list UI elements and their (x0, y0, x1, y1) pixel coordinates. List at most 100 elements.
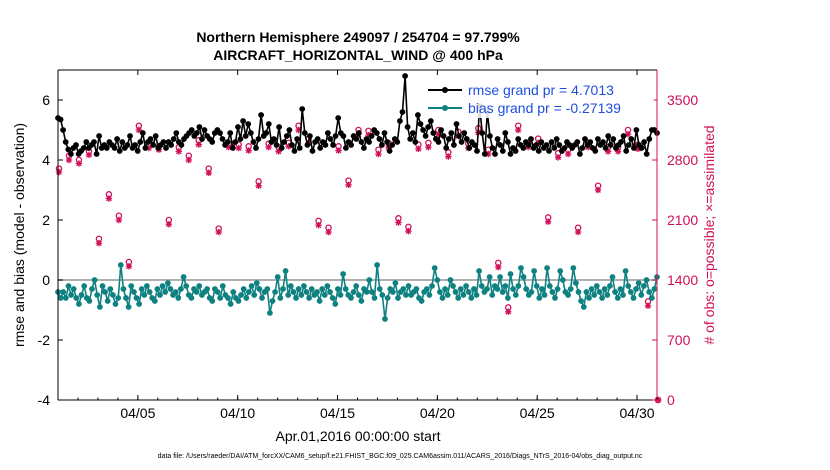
legend-box (424, 80, 654, 118)
bias-point (620, 292, 626, 298)
rmse-point (409, 130, 416, 136)
bias-point (429, 283, 435, 289)
bias-point (460, 292, 467, 298)
rmse-point (366, 139, 373, 145)
rmse-point (232, 139, 239, 145)
bias-point (267, 310, 273, 316)
bias-point (141, 292, 148, 298)
rmse-point (435, 139, 442, 145)
obs-assimilated-marker (644, 302, 652, 309)
bias-point (204, 286, 211, 292)
rmse-point (397, 118, 403, 124)
rmse-point (577, 151, 583, 157)
bias-point (559, 277, 566, 283)
bias-point (389, 289, 396, 295)
rmse-point (451, 142, 457, 148)
y-tick-label-left: 4 (42, 152, 50, 168)
bias-point (465, 289, 472, 295)
rmse-point (471, 142, 478, 148)
rmse-point (641, 139, 647, 145)
bias-point (329, 295, 336, 301)
bias-point (277, 295, 284, 301)
bias-point (573, 280, 579, 286)
bias-point (68, 292, 74, 298)
bias-point (484, 286, 490, 292)
legend-label-bias: bias grand pr = -0.27139 (468, 100, 621, 116)
obs-assimilated-marker (105, 195, 113, 202)
x-tick-label: 04/15 (320, 405, 355, 421)
obs-assimilated-marker (515, 126, 522, 134)
bias-point (196, 283, 203, 289)
bias-point (91, 277, 98, 283)
bias-point (578, 298, 584, 304)
bias-point (340, 271, 347, 277)
bias-point (295, 286, 302, 292)
chart-subtitle: AIRCRAFT_HORIZONTAL_WIND @ 400 hPa (213, 47, 503, 63)
bias-point (110, 292, 116, 298)
bias-point (549, 289, 556, 295)
bias-point (240, 286, 247, 292)
y-tick-label-right: 700 (667, 332, 691, 348)
rmse-point (325, 130, 331, 136)
rmse-point (438, 127, 445, 133)
rmse-point (412, 139, 419, 145)
rmse-point (628, 136, 635, 142)
rmse-point (474, 148, 480, 154)
rmse-point (638, 145, 645, 151)
rmse-point (625, 142, 632, 148)
rmse-point (335, 115, 342, 121)
bias-point (327, 289, 333, 295)
bias-point (136, 301, 143, 307)
y-axis-label-right: # of obs: o=possible; ×=assimilated (701, 125, 717, 344)
obs-assimilated-marker (65, 156, 73, 164)
bias-point (316, 298, 323, 304)
rmse-point (525, 142, 532, 148)
bias-point (157, 292, 163, 298)
rmse-point (271, 136, 277, 142)
bias-point (413, 286, 420, 292)
bias-point (214, 289, 221, 295)
rmse-point (556, 142, 563, 148)
y-tick-label-right: 2100 (667, 212, 698, 228)
obs-assimilated-marker (175, 148, 182, 155)
rmse-point (163, 145, 169, 151)
bias-point (601, 286, 608, 292)
rmse-point (623, 148, 630, 154)
rmse-point (245, 121, 252, 127)
bias-point (81, 283, 88, 289)
x-axis-label: Apr.01,2016 00:00:00 start (275, 428, 440, 444)
bias-point (379, 292, 386, 298)
rmse-point (512, 148, 519, 154)
bias-point (651, 286, 658, 292)
rmse-point (247, 130, 254, 136)
bias-point (321, 292, 328, 298)
rmse-point (595, 136, 601, 142)
obs-assimilated-marker (245, 147, 252, 154)
rmse-point (448, 130, 455, 136)
bias-point (342, 286, 349, 292)
bias-point (586, 295, 592, 301)
bias-point (162, 289, 169, 295)
bias-point (264, 286, 271, 292)
obs-assimilated-marker (654, 396, 662, 404)
bias-point (622, 268, 629, 274)
rmse-point (343, 145, 349, 151)
obs-assimilated-marker (335, 147, 342, 154)
rmse-point (574, 139, 581, 145)
rmse-point (528, 136, 534, 142)
obs-assimilated-marker (275, 148, 282, 155)
rmse-point (65, 146, 72, 153)
rmse-point (235, 124, 241, 130)
rmse-point (430, 130, 437, 136)
x-tick-label: 04/30 (620, 405, 655, 421)
rmse-point (240, 118, 247, 124)
bias-point (523, 286, 530, 292)
rmse-point (188, 127, 195, 133)
rmse-point (255, 136, 262, 142)
bias-point (505, 295, 511, 301)
rmse-point (91, 139, 97, 145)
bias-point (73, 295, 80, 301)
y-tick-label-right: 3500 (667, 92, 698, 108)
rmse-point (276, 124, 283, 130)
bias-point (536, 295, 543, 301)
